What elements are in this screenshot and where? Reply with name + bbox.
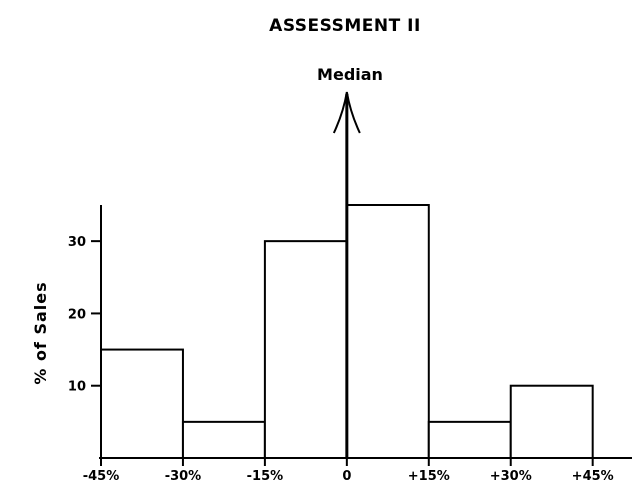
histogram-bar [345,204,430,459]
median-arrowhead [332,91,361,134]
x-tick-label: -45% [83,469,120,484]
histogram-bar [427,420,512,460]
y-axis-label: % of Sales [31,281,50,384]
bars-layer [100,204,594,460]
x-ticks-layer: -45% -30% -15% 0 +15% +30% +45% [83,458,614,484]
x-tick-label: -30% [165,469,202,484]
y-tick-label: 30 [68,235,86,250]
x-tick-label: +15% [408,469,450,484]
axes-layer [99,205,632,459]
median-label: Median [317,65,383,84]
x-tick-label: 0 [342,469,351,484]
y-ticks-layer: 10 20 30 [68,235,101,395]
x-tick-label: +45% [572,469,614,484]
median-layer [332,91,361,458]
histogram-bar [100,348,184,460]
y-tick-label: 20 [68,307,86,322]
histogram-bar [509,384,594,460]
chart-title: ASSESSMENT II [269,16,421,36]
x-tick-label: -15% [247,469,284,484]
x-tick-label: +30% [490,469,532,484]
histogram-bar [263,240,348,459]
y-tick-label: 10 [68,380,86,395]
histogram-bar [181,420,266,460]
